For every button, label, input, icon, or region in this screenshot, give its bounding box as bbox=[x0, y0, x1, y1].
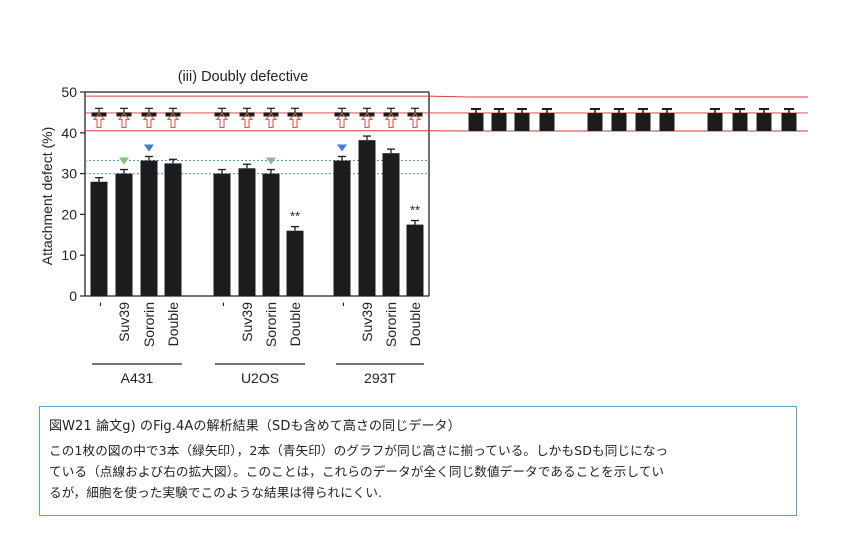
inset-bar-5 bbox=[611, 113, 627, 131]
bar-6 bbox=[262, 173, 280, 296]
x-tick-labels: - Suv39 Sororin Double - Suv39 Sororin Double - S… bbox=[91, 302, 423, 347]
green-marker-6 bbox=[266, 157, 276, 165]
group-labels: A431 U2OS 293T bbox=[92, 363, 424, 386]
upper-bar-7 bbox=[287, 112, 303, 117]
x-tick-label-7: Double bbox=[287, 302, 303, 347]
bar-2 bbox=[140, 160, 158, 296]
upper-bar-5 bbox=[239, 112, 255, 117]
upper-bar-10 bbox=[383, 112, 399, 117]
upper-bar-4 bbox=[214, 112, 230, 117]
blue-marker-2 bbox=[144, 144, 154, 152]
chart-title: (iii) Doubly defective bbox=[178, 69, 309, 85]
up-arrow-3 bbox=[166, 112, 180, 128]
bar-11 bbox=[406, 224, 424, 296]
upper-bar-9 bbox=[359, 112, 375, 117]
blue-marker-8 bbox=[337, 144, 347, 152]
y-tick-label-4: 40 bbox=[61, 125, 77, 141]
up-arrow-6 bbox=[264, 112, 278, 128]
x-tick-label-0: - bbox=[91, 302, 107, 307]
x-tick-label-2: Sororin bbox=[141, 302, 157, 347]
inset-bar-8 bbox=[707, 113, 723, 131]
group-label-0: A431 bbox=[121, 370, 154, 386]
up-arrow-9 bbox=[360, 112, 374, 128]
upper-bar-6 bbox=[263, 112, 279, 117]
markers bbox=[119, 144, 347, 165]
up-arrow-5 bbox=[240, 112, 254, 128]
upper-bar-1 bbox=[116, 112, 132, 117]
x-tick-label-11: Double bbox=[407, 302, 423, 347]
y-tick-label-3: 30 bbox=[61, 166, 77, 182]
y-axis-label: Attachment defect (%) bbox=[39, 127, 55, 266]
zoom-connector-top bbox=[428, 95, 470, 98]
bar-9 bbox=[358, 140, 376, 296]
reference-lines bbox=[85, 160, 429, 175]
bar-3 bbox=[164, 163, 182, 296]
significance-11: ** bbox=[410, 203, 420, 218]
bar-0 bbox=[90, 181, 108, 296]
inset-bar-10 bbox=[756, 113, 772, 131]
x-tick-label-9: Suv39 bbox=[359, 302, 375, 342]
y-tick-label-2: 20 bbox=[61, 206, 77, 222]
inset-bar-11 bbox=[781, 113, 797, 131]
up-arrow-7 bbox=[288, 112, 302, 128]
upper-bar-0 bbox=[91, 112, 107, 117]
up-arrow-11 bbox=[408, 112, 422, 128]
bar-8 bbox=[333, 160, 351, 296]
x-tick-label-8: - bbox=[334, 302, 350, 307]
group-label-1: U2OS bbox=[241, 370, 279, 386]
zoom-band-lines bbox=[85, 95, 808, 132]
bars: ** ** bbox=[90, 107, 424, 296]
y-tick-label-5: 50 bbox=[61, 84, 77, 100]
up-arrow-2 bbox=[142, 112, 156, 128]
caption-box: 図W21 論文g) のFig.4Aの解析結果（SDも含めて高さの同じデータ） こ… bbox=[39, 406, 797, 516]
bar-7 bbox=[286, 230, 304, 296]
upper-bar-3 bbox=[165, 112, 181, 117]
up-arrow-4 bbox=[215, 112, 229, 128]
up-arrow-1 bbox=[117, 112, 131, 128]
inset-bar-4 bbox=[587, 113, 603, 131]
up-arrow-8 bbox=[335, 112, 349, 128]
x-tick-label-5: Suv39 bbox=[239, 302, 255, 342]
significance-7: ** bbox=[290, 209, 300, 224]
y-tick-label-0: 0 bbox=[69, 288, 77, 304]
inset-bar-9 bbox=[732, 113, 748, 131]
x-tick-label-3: Double bbox=[165, 302, 181, 347]
x-tick-label-10: Sororin bbox=[383, 302, 399, 347]
caption-line-3: るが，細胞を使った実験でこのような結果は得られにくい. bbox=[49, 485, 383, 500]
inset-bar-3 bbox=[539, 113, 555, 131]
x-tick-label-1: Suv39 bbox=[116, 302, 132, 342]
group-label-2: 293T bbox=[364, 370, 396, 386]
bar-5 bbox=[238, 168, 256, 296]
green-marker-1 bbox=[119, 157, 129, 165]
caption-title: 図W21 論文g) のFig.4Aの解析結果（SDも含めて高さの同じデータ） bbox=[49, 419, 461, 434]
bar-4 bbox=[213, 173, 231, 296]
bar-10 bbox=[382, 153, 400, 296]
caption-line-1: この1枚の図の中で3本（緑矢印），2本（青矢印）のグラフが同じ高さに揃っている。… bbox=[49, 443, 669, 458]
up-arrow-10 bbox=[384, 112, 398, 128]
inset-bar-2 bbox=[514, 113, 530, 131]
upper-bar-8 bbox=[334, 112, 350, 117]
bar-1 bbox=[115, 173, 133, 296]
caption-body: この1枚の図の中で3本（緑矢印），2本（青矢印）のグラフが同じ高さに揃っている。… bbox=[49, 440, 787, 503]
inset-bar-6 bbox=[635, 113, 651, 131]
x-tick-label-4: - bbox=[214, 302, 230, 307]
y-tick-label-1: 10 bbox=[61, 247, 77, 263]
inset-bar-0 bbox=[468, 113, 484, 131]
inset-bar-7 bbox=[659, 113, 675, 131]
up-arrow-0 bbox=[92, 112, 106, 128]
caption-line-2: ている（点線および右の拡大図）。このことは，これらのデータが全く同じ数値データで… bbox=[49, 464, 665, 479]
upper-bar-2 bbox=[141, 112, 157, 117]
zoom-inset bbox=[468, 108, 797, 131]
upper-bar-11 bbox=[407, 112, 423, 117]
inset-bar-1 bbox=[491, 113, 507, 131]
x-tick-label-6: Sororin bbox=[263, 302, 279, 347]
